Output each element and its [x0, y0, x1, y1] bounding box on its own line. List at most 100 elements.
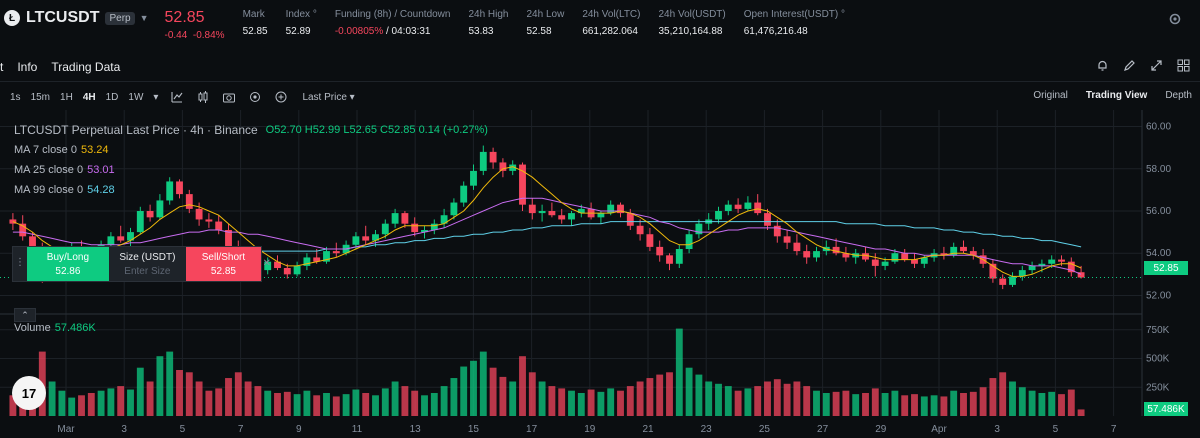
stat-mark[interactable]: Mark 52.85	[242, 9, 268, 37]
volume-bar	[1009, 381, 1016, 416]
view-trading-view[interactable]: Trading View	[1085, 90, 1148, 101]
stat-24h-high: 24h High 53.83	[468, 9, 509, 37]
symbol-selector[interactable]: Ł LTCUSDT Perp ▼	[4, 9, 149, 27]
candle	[146, 211, 154, 218]
volume-bar	[734, 390, 742, 416]
volume-bar	[176, 370, 183, 416]
volume-legend: Volume 57.486K	[14, 322, 96, 334]
candlestick-chart[interactable]: Mar 3 5 7 9 11 13 15 17 19 21 23 25 27 29 Apr 3 5 7 60.00 58…	[0, 110, 1200, 438]
candle	[832, 246, 840, 254]
stat-24h-vol-ltc: 24h Vol(LTC) 661,282.064	[582, 9, 641, 37]
tf-1w[interactable]: 1W	[128, 91, 144, 103]
pencil-icon[interactable]	[1123, 59, 1136, 72]
add-indicator-icon[interactable]	[274, 90, 288, 104]
candle	[185, 194, 193, 209]
quick-order-widget: ⋮ Buy/Long 52.86 Size (USDT) Enter Size Se…	[12, 246, 271, 282]
drag-handle-icon[interactable]: ⋮	[15, 257, 25, 268]
close-icon[interactable]: ✕	[262, 258, 271, 269]
grid-layout-icon[interactable]	[1177, 59, 1190, 72]
candle	[1018, 270, 1026, 277]
candle	[166, 181, 174, 201]
tab-chart[interactable]: t	[0, 60, 4, 74]
tf-more-chevron-icon[interactable]: ▾	[153, 91, 159, 103]
volume-bar	[881, 393, 889, 416]
gear-icon[interactable]	[1168, 12, 1182, 26]
tf-1d[interactable]: 1D	[105, 91, 119, 103]
sell-short-button[interactable]: Sell/Short 52.85	[185, 247, 261, 281]
candle	[205, 219, 213, 222]
candle	[225, 230, 232, 247]
price-type-select[interactable]: Last Price ▾	[302, 91, 355, 103]
volume-bar	[1048, 391, 1056, 416]
candle	[685, 234, 693, 249]
tab-trading-data[interactable]: Trading Data	[51, 60, 121, 74]
tf-4h[interactable]: 4H	[82, 91, 96, 103]
tf-1s[interactable]: 1s	[10, 91, 21, 103]
volume-bar	[940, 396, 948, 416]
candle	[519, 164, 526, 205]
volume-bar	[852, 394, 860, 416]
volume-bar	[58, 390, 66, 416]
candle	[1077, 272, 1085, 278]
candle	[901, 253, 909, 260]
volume-bar	[891, 390, 899, 416]
volume-bar	[421, 395, 428, 416]
bell-icon[interactable]	[1096, 59, 1109, 72]
tf-15m[interactable]: 15m	[30, 91, 51, 103]
candle	[460, 185, 468, 203]
tab-info[interactable]: Info	[17, 60, 38, 74]
volume-bar	[509, 381, 517, 416]
candle	[793, 242, 801, 252]
chart-actions	[1096, 59, 1190, 72]
tf-1h[interactable]: 1H	[60, 91, 73, 103]
candle	[969, 251, 977, 256]
y-tick-label: 60.00	[1146, 122, 1171, 133]
candle	[430, 223, 438, 230]
volume-bar	[666, 372, 673, 416]
volume-bar	[636, 381, 644, 416]
candle	[538, 211, 546, 214]
volume-bar	[773, 379, 781, 416]
candle	[421, 230, 428, 233]
stat-24h-vol-usdt: 24h Vol(USDT) 35,210,164.88	[658, 9, 726, 37]
candle	[9, 219, 17, 224]
collapse-legend-button[interactable]: ⌃	[14, 308, 36, 322]
volume-bar	[646, 378, 654, 416]
candle	[215, 221, 223, 230]
candle	[724, 204, 732, 211]
volume-bar	[901, 395, 909, 416]
volume-bar	[323, 393, 330, 416]
settings-icon[interactable]	[248, 90, 262, 104]
camera-icon[interactable]	[222, 90, 236, 104]
indicator-icon[interactable]	[170, 90, 184, 104]
view-original[interactable]: Original	[1033, 90, 1068, 101]
view-depth[interactable]: Depth	[1165, 90, 1192, 101]
volume-bar	[871, 388, 879, 416]
buy-long-button[interactable]: Buy/Long 52.86	[27, 247, 109, 281]
size-input[interactable]: Size (USDT) Enter Size	[119, 251, 176, 277]
chevron-up-icon: ⌃	[21, 309, 29, 320]
volume-bar	[205, 390, 213, 416]
chart-toolbar: 1s 15m 1H 4H 1D 1W ▾ Last Price ▾ Origin…	[0, 86, 1200, 108]
volume-bar	[244, 381, 252, 416]
x-tick-label: 7	[238, 424, 244, 435]
volume-bar	[813, 390, 820, 416]
stat-funding[interactable]: Funding (8h) / Countdown -0.00805% / 04:0…	[334, 9, 451, 37]
candle	[1058, 259, 1065, 262]
candle	[871, 259, 879, 266]
last-price: 52.85	[164, 9, 205, 26]
candle	[323, 251, 330, 262]
expand-icon[interactable]	[1150, 59, 1163, 72]
volume-bar	[381, 388, 389, 416]
candle-type-icon[interactable]	[196, 90, 210, 104]
volume-tick-label: 250K	[1146, 382, 1170, 393]
candle	[558, 215, 566, 220]
stat-open-interest[interactable]: Open Interest(USDT) ° 61,476,216.48	[743, 9, 846, 37]
price-chart[interactable]: Mar 3 5 7 9 11 13 15 17 19 21 23 25 27 29 Apr 3 5 7 60.00 58…	[0, 110, 1200, 438]
candle	[842, 253, 850, 258]
candle	[715, 211, 722, 220]
volume-bar	[166, 351, 174, 416]
stat-index[interactable]: Index ° 52.89	[285, 9, 317, 37]
volume-bar	[744, 388, 752, 416]
ltc-logo-icon: Ł	[4, 10, 20, 26]
